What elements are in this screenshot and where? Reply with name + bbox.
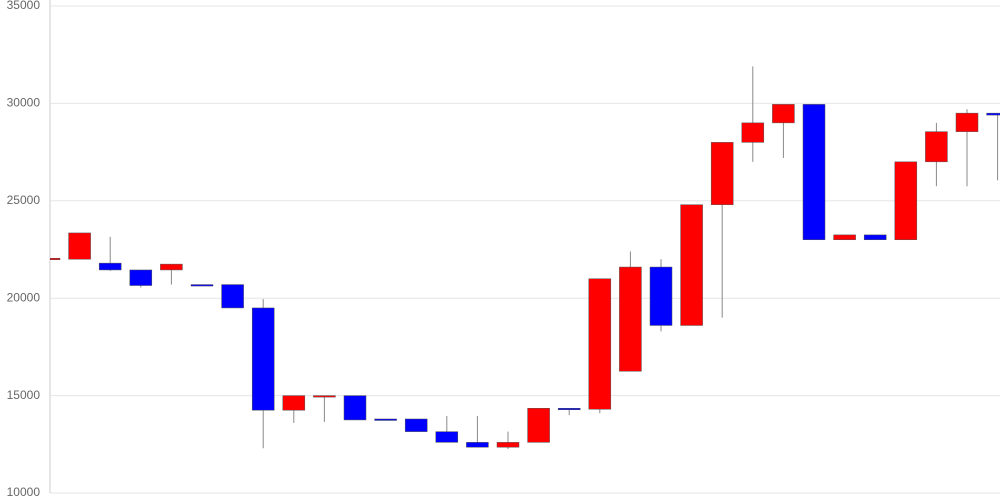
candle-body <box>772 104 795 124</box>
candle-body <box>221 284 244 309</box>
candle-body <box>313 395 336 398</box>
candle-body <box>343 395 367 421</box>
candle-body <box>50 258 61 261</box>
candle-body <box>833 234 856 241</box>
candle-body <box>588 278 612 410</box>
candle-body <box>986 112 1000 116</box>
candle-body <box>680 204 703 326</box>
y-tick-label: 30000 <box>7 96 41 110</box>
candle-body <box>68 232 91 260</box>
candle-body <box>496 442 520 448</box>
candle-body <box>741 122 765 143</box>
candle-body <box>435 431 459 443</box>
plot-area <box>50 66 1000 450</box>
candle-body <box>404 418 428 432</box>
candle-body <box>955 112 979 132</box>
y-axis: 10000 15000 20000 25000 30000 35000 <box>7 0 1000 499</box>
candle-body <box>98 262 122 271</box>
y-tick-label: 20000 <box>7 290 41 304</box>
candle-body <box>190 284 214 287</box>
candle-body <box>802 104 826 241</box>
candle-body <box>527 408 550 443</box>
candle-body <box>649 266 673 326</box>
y-tick-label: 15000 <box>7 388 41 402</box>
candle-body <box>894 161 918 241</box>
candle-body <box>160 263 183 271</box>
candle-body <box>710 142 734 205</box>
y-tick-label: 25000 <box>7 193 41 207</box>
candle-body <box>374 418 397 421</box>
candle-body <box>251 307 275 411</box>
candle-body <box>863 234 887 241</box>
y-tick-label: 10000 <box>7 485 41 499</box>
candle-body <box>129 269 153 286</box>
candle-body <box>466 442 489 448</box>
y-tick-label: 35000 <box>7 0 41 12</box>
candle-body <box>557 408 581 411</box>
candle-body <box>925 131 948 163</box>
candle-body <box>282 395 306 411</box>
candle-body <box>619 266 642 372</box>
